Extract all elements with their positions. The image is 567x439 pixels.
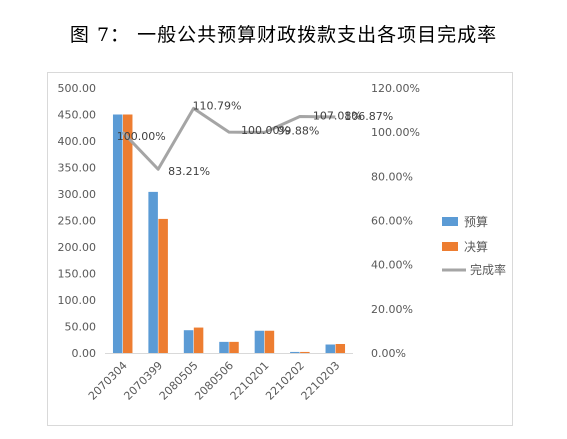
y-left-tick-label: 200.00 (58, 241, 97, 254)
chart-frame (47, 72, 513, 426)
bar-预算 (112, 114, 123, 353)
y-left-tick-label: 250.00 (58, 215, 97, 228)
legend-label: 完成率 (470, 262, 506, 277)
chart-title: 图 7： 一般公共预算财政拨款支出各项目完成率 (69, 24, 498, 46)
x-tick-label: 2210203 (299, 359, 343, 403)
legend-label: 预算 (464, 214, 488, 229)
y-right-tick-label: 100.00% (371, 126, 420, 139)
y-right-tick-label: 60.00% (371, 215, 413, 228)
bar-预算 (219, 341, 229, 353)
line-data-label: 83.21% (168, 165, 210, 178)
y-left-tick-label: 0.00 (72, 347, 97, 360)
line-series-完成率 (121, 106, 336, 171)
bar-预算 (290, 351, 300, 353)
y-left-tick-label: 400.00 (58, 135, 97, 148)
y-left-tick-label: 50.00 (65, 321, 97, 334)
line-data-label: 107.08% (313, 110, 362, 123)
line-data-label: 99.88% (277, 124, 319, 137)
bar-预算 (325, 344, 336, 353)
legend-label: 决算 (464, 239, 488, 254)
line-data-label: 110.79% (193, 99, 242, 112)
y-right-tick-label: 40.00% (371, 259, 413, 272)
bar-决算 (264, 330, 275, 353)
bar-预算 (254, 330, 265, 353)
y-left-tick-label: 150.00 (58, 268, 97, 281)
legend-swatch-决算 (442, 242, 458, 251)
y-left-tick-label: 500.00 (58, 82, 97, 95)
bar-预算 (183, 330, 194, 353)
y-left-tick-label: 300.00 (58, 188, 97, 201)
bar-决算 (335, 343, 346, 353)
line-data-label: 106.87% (344, 110, 393, 123)
y-left-tick-label: 350.00 (58, 162, 97, 175)
y-right-tick-label: 20.00% (371, 303, 413, 316)
y-left-tick-label: 450.00 (58, 109, 97, 122)
bar-决算 (158, 218, 168, 353)
y-right-tick-label: 80.00% (371, 170, 413, 183)
bar-决算 (122, 114, 133, 353)
legend-swatch-预算 (442, 217, 458, 226)
y-right-tick-label: 120.00% (371, 82, 420, 95)
bar-决算 (300, 351, 310, 353)
y-left-tick-label: 100.00 (58, 294, 97, 307)
bar-决算 (193, 327, 204, 353)
line-data-label: 100.00% (117, 130, 166, 143)
bar-预算 (148, 191, 158, 353)
bar-决算 (229, 341, 239, 353)
y-right-tick-label: 0.00% (371, 347, 406, 360)
line-data-label: 100.00% (241, 124, 290, 137)
